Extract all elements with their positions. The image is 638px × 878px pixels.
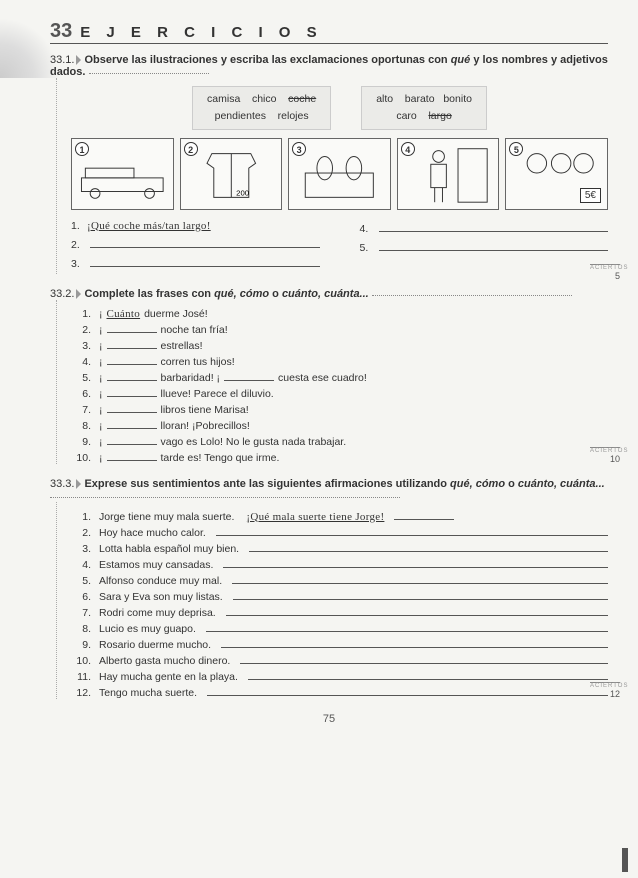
list-item: 12.Tengo mucha suerte. (71, 686, 608, 699)
fill-blank[interactable] (226, 606, 608, 616)
fill-blank[interactable] (206, 622, 608, 632)
illustration-4: 4 (397, 138, 500, 210)
fill-blank[interactable] (107, 371, 157, 381)
fill-blank[interactable] (107, 403, 157, 413)
dotted-leader (372, 292, 572, 296)
illustration-3: 3 (288, 138, 391, 210)
fill-blank[interactable] (216, 526, 608, 536)
fill-blank[interactable] (107, 451, 157, 461)
exercise-2-prompt: Complete las frases con qué, cómo o cuán… (84, 288, 368, 300)
list-item: 8.Lucio es muy guapo. (71, 622, 608, 635)
fill-blank[interactable] (107, 355, 157, 365)
exercise-1-content: camisa chico coche pendientes relojes al… (56, 78, 608, 274)
exercise-1-header: 33.1.Observe las ilustraciones y escriba… (50, 54, 608, 78)
fill-blank[interactable] (223, 558, 608, 568)
list-item: 3.¡ estrellas! (71, 339, 608, 352)
unit-title: E J E R C I C I O S (80, 24, 322, 41)
dotted-leader (89, 70, 209, 74)
list-item: 5.Alfonso conduce muy mal. (71, 574, 608, 587)
edge-mark (622, 848, 628, 872)
list-item: 1.Jorge tiene muy mala suerte.¡Qué mala … (71, 510, 608, 523)
fill-blank[interactable] (248, 670, 608, 680)
list-item: 5.¡ barbaridad! ¡ cuesta ese cuadro! (71, 371, 608, 384)
illustration-5: 5 5€ (505, 138, 608, 210)
fill-blank[interactable] (221, 638, 608, 648)
exercise-2-header: 33.2. Complete las frases con qué, cómo o… (50, 288, 608, 300)
illustration-row: 1 2 200 3 4 5 5€ (71, 138, 608, 210)
list-item: 7.Rodri come muy deprisa. (71, 606, 608, 619)
fill-blank[interactable] (249, 542, 608, 552)
fill-blank[interactable] (107, 339, 157, 349)
answer-4-blank[interactable] (379, 220, 609, 232)
svg-text:200: 200 (236, 188, 250, 197)
exercise-3-prompt: Exprese sus sentimientos ante las siguie… (84, 478, 604, 490)
illustration-1: 1 (71, 138, 174, 210)
list-item: 2.Hoy hace mucho calor. (71, 526, 608, 539)
pointer-icon (76, 289, 81, 299)
fill-answer: Cuánto (107, 308, 141, 320)
word-bank: camisa chico coche pendientes relojes al… (71, 86, 608, 130)
fill-blank[interactable] (232, 574, 608, 584)
price-tag: 5€ (580, 188, 601, 203)
fill-blank[interactable] (394, 510, 454, 520)
list-item: 7.¡ libros tiene Marisa! (71, 403, 608, 416)
unit-number: 33 (50, 20, 72, 43)
unit-header: 33 E J E R C I C I O S (50, 20, 608, 44)
word-box-nouns: camisa chico coche pendientes relojes (192, 86, 331, 130)
list-item: 9.¡ vago es Lolo! No le gusta nada traba… (71, 435, 608, 448)
answer-2-blank[interactable] (90, 236, 320, 248)
list-item: 10.Alberto gasta mucho dinero. (71, 654, 608, 667)
exercise-3-number: 33.3. (50, 478, 74, 490)
exercise-3-header: 33.3. Exprese sus sentimientos ante las s… (50, 478, 608, 502)
fill-blank[interactable] (207, 686, 608, 696)
word-box-adjectives: alto barato bonito caro largo (361, 86, 487, 130)
exercise-1: 33.1.Observe las ilustraciones y escriba… (50, 54, 608, 274)
answer-columns: 1.¡Qué coche más/tan largo! 2. 3. 4. 5. (71, 220, 608, 274)
page-number: 75 (50, 713, 608, 725)
fill-answer: ¡Qué mala suerte tiene Jorge! (246, 511, 384, 523)
answer-5-blank[interactable] (379, 239, 609, 251)
exercise-2-number: 33.2. (50, 288, 74, 300)
list-item: 11.Hay mucha gente en la playa. (71, 670, 608, 683)
list-item: 3.Lotta habla español muy bien. (71, 542, 608, 555)
exercise-1-prompt: Observe las ilustraciones y escriba las … (50, 54, 608, 78)
fill-blank[interactable] (107, 419, 157, 429)
answer-1-filled: ¡Qué coche más/tan largo! (87, 220, 211, 232)
list-item: 1.¡Cuánto duerme José! (71, 308, 608, 320)
exercise-3-list: 1.Jorge tiene muy mala suerte.¡Qué mala … (56, 502, 608, 699)
list-item: 4.Estamos muy cansadas. (71, 558, 608, 571)
illustration-2: 2 200 (180, 138, 283, 210)
fill-blank[interactable] (107, 387, 157, 397)
list-item: 8.¡ lloran! ¡Pobrecillos! (71, 419, 608, 432)
exercise-2: 33.2. Complete las frases con qué, cómo o… (50, 288, 608, 464)
fill-blank[interactable] (233, 590, 608, 600)
score-tab-3: ACIERTOS12 (590, 682, 620, 699)
list-item: 2.¡ noche tan fría! (71, 323, 608, 336)
exercise-2-list: 1.¡Cuánto duerme José! 2.¡ noche tan fría… (56, 300, 608, 464)
dotted-leader (50, 494, 400, 498)
exercise-3: 33.3. Exprese sus sentimientos ante las s… (50, 478, 608, 699)
score-tab-1: ACIERTOS5 (590, 264, 620, 281)
list-item: 4.¡ corren tus hijos! (71, 355, 608, 368)
fill-blank[interactable] (240, 654, 608, 664)
list-item: 10.¡ tarde es! Tengo que irme. (71, 451, 608, 464)
exercise-1-number: 33.1. (50, 54, 74, 66)
pointer-icon (76, 479, 81, 489)
fill-blank[interactable] (224, 371, 274, 381)
list-item: 9.Rosario duerme mucho. (71, 638, 608, 651)
fill-blank[interactable] (107, 323, 157, 333)
answer-3-blank[interactable] (90, 255, 320, 267)
fill-blank[interactable] (107, 435, 157, 445)
score-tab-2: ACIERTOS10 (590, 447, 620, 464)
list-item: 6.¡ llueve! Parece el diluvio. (71, 387, 608, 400)
list-item: 6.Sara y Eva son muy listas. (71, 590, 608, 603)
pointer-icon (76, 55, 81, 65)
